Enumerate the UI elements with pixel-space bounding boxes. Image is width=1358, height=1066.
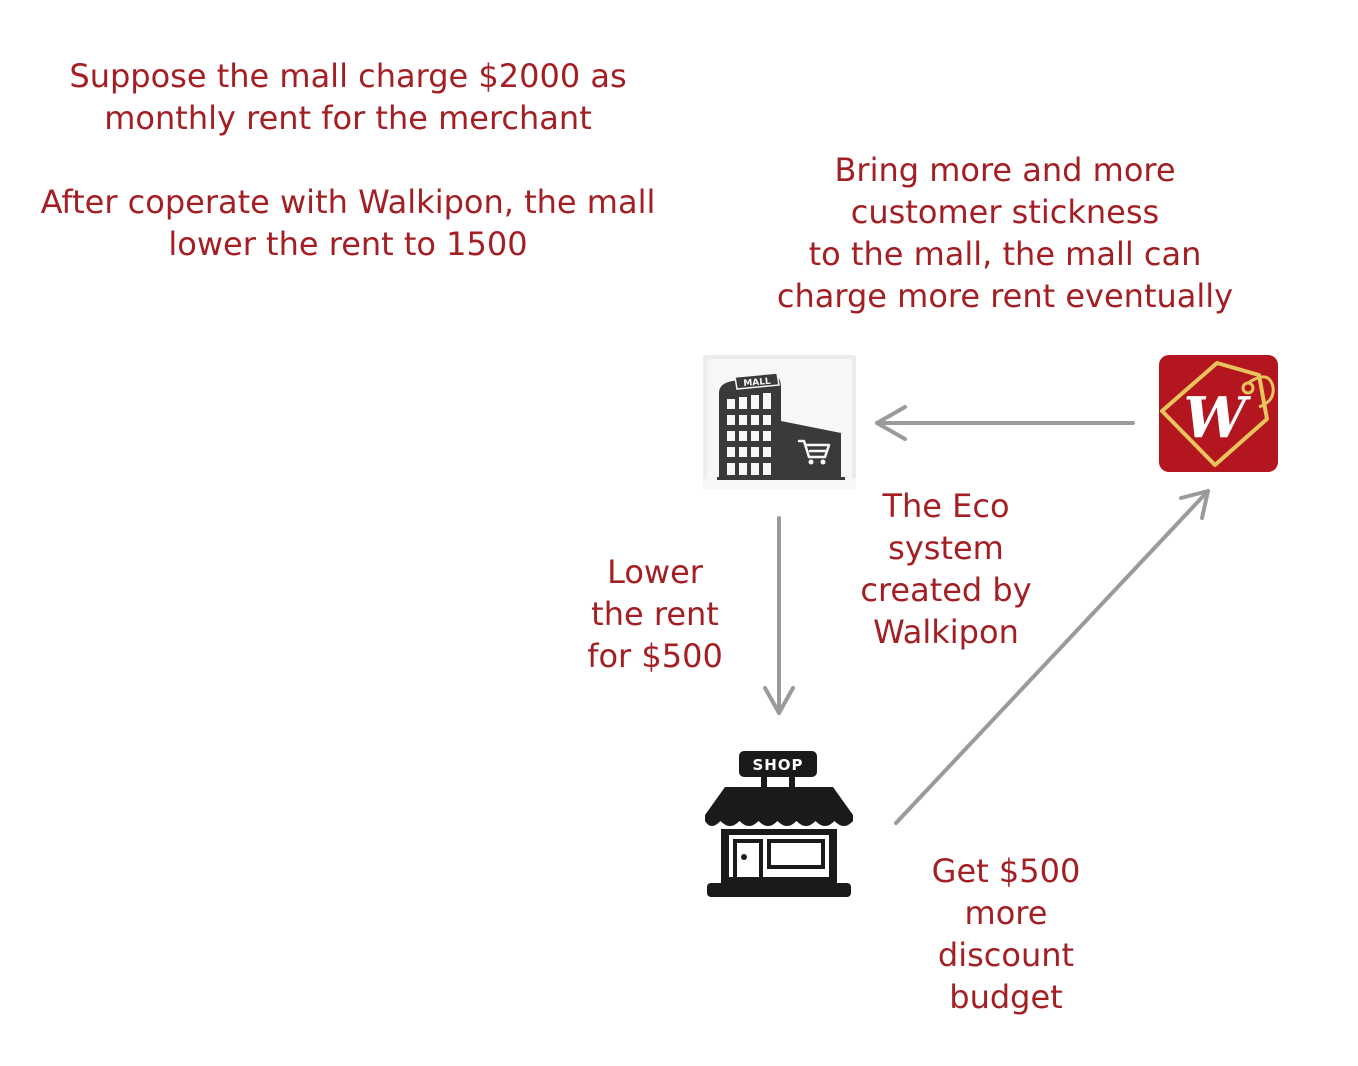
benefit-line-4: charge more rent eventually bbox=[776, 277, 1234, 315]
eco-system-label: The Eco system created by Walkipon bbox=[846, 485, 1046, 653]
intro-line-2: monthly rent for the merchant bbox=[104, 99, 592, 137]
mall-sign-text: MALL bbox=[743, 377, 771, 389]
intro-line-1: Suppose the mall charge $2000 as bbox=[69, 57, 627, 95]
mall-building-icon: MALL bbox=[703, 355, 856, 489]
arrow-logo-to-mall bbox=[875, 405, 1135, 441]
discount-budget-label: Get $500 more discount budget bbox=[910, 850, 1102, 1018]
arrow-shop-to-logo bbox=[894, 489, 1210, 825]
budget-line-1: Get $500 bbox=[931, 852, 1081, 890]
cart-icon bbox=[797, 439, 831, 459]
walkipon-tag-logo: W bbox=[1159, 355, 1278, 472]
lower-line-2: the rent bbox=[591, 595, 719, 633]
benefit-text: Bring more and more customer stickness t… bbox=[760, 149, 1250, 317]
eco-line-3: created by bbox=[860, 571, 1032, 609]
benefit-line-3: to the mall, the mall can bbox=[808, 235, 1202, 273]
eco-line-2: system bbox=[888, 529, 1004, 567]
intro-line-4: lower the rent to 1500 bbox=[168, 225, 528, 263]
budget-line-3: discount bbox=[937, 936, 1075, 974]
shop-storefront-icon: SHOP bbox=[705, 751, 853, 897]
lower-line-1: Lower bbox=[607, 553, 703, 591]
budget-line-2: more bbox=[964, 894, 1048, 932]
arrow-mall-to-shop bbox=[763, 516, 795, 715]
eco-line-4: Walkipon bbox=[873, 613, 1019, 651]
shop-sign-text: SHOP bbox=[752, 756, 803, 774]
lower-line-3: for $500 bbox=[587, 637, 723, 675]
benefit-line-2: customer stickness bbox=[850, 193, 1160, 231]
lower-rent-label: Lower the rent for $500 bbox=[572, 551, 738, 677]
benefit-line-1: Bring more and more bbox=[834, 151, 1176, 189]
eco-line-1: The Eco bbox=[882, 487, 1010, 525]
intro-line-3: After coperate with Walkipon, the mall bbox=[40, 183, 656, 221]
budget-line-4: budget bbox=[949, 978, 1063, 1016]
intro-text: Suppose the mall charge $2000 as monthly… bbox=[18, 55, 678, 265]
logo-letter: W bbox=[1184, 385, 1252, 451]
